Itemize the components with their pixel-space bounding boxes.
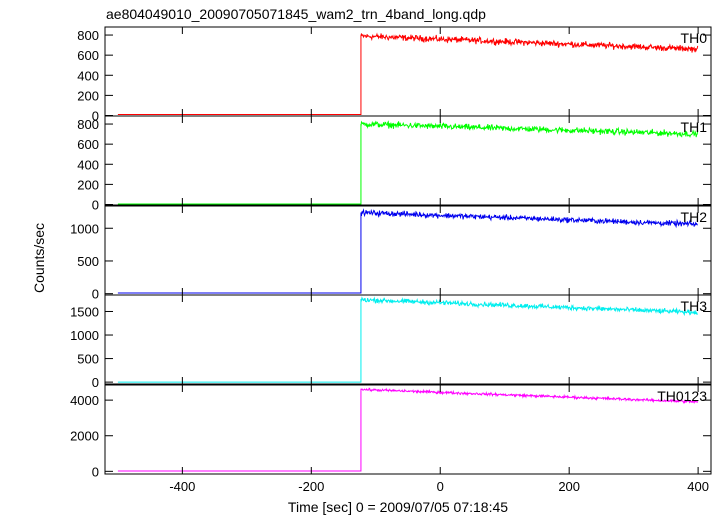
y-tick-label: 0 bbox=[92, 197, 99, 212]
panels-group: 0 200 400 600 800 TH0 0 200 400 600 800 TH1 0 500 1000… bbox=[70, 26, 712, 494]
y-tick-label: 200 bbox=[77, 177, 99, 192]
panel-th2: 0 500 1000 TH2 bbox=[70, 205, 712, 302]
panel-frame bbox=[104, 115, 712, 206]
y-tick-label: 400 bbox=[77, 68, 99, 83]
y-tick-label: 0 bbox=[92, 287, 99, 302]
series-label-th1: TH1 bbox=[681, 119, 708, 135]
y-tick-label: 1000 bbox=[70, 328, 99, 343]
y-tick-label: 800 bbox=[77, 28, 99, 43]
y-tick-label: 500 bbox=[77, 352, 99, 367]
y-tick-label: 500 bbox=[77, 254, 99, 269]
series-label-th0123: TH0123 bbox=[657, 388, 707, 404]
y-tick-label: 0 bbox=[92, 108, 99, 123]
x-tick-label: 400 bbox=[687, 479, 709, 494]
panel-frame bbox=[104, 384, 712, 475]
y-tick-label: 400 bbox=[77, 157, 99, 172]
x-axis-title: Time [sec] 0 = 2009/07/05 07:18:45 bbox=[288, 499, 508, 515]
y-tick-label: 0 bbox=[92, 464, 99, 479]
y-tick-label: 600 bbox=[77, 137, 99, 152]
y-tick-label: 600 bbox=[77, 48, 99, 63]
panel-th1: 0 200 400 600 800 TH1 bbox=[77, 115, 712, 212]
series-line-th3 bbox=[117, 296, 698, 383]
y-tick-label: 2000 bbox=[70, 429, 99, 444]
series-line-th0123 bbox=[117, 387, 699, 472]
y-tick-label: 0 bbox=[92, 375, 99, 390]
y-tick-label: 800 bbox=[77, 117, 99, 132]
y-tick-label: 4000 bbox=[70, 393, 99, 408]
chart-title: ae804049010_20090705071845_wam2_trn_4ban… bbox=[106, 6, 486, 22]
series-label-th3: TH3 bbox=[681, 298, 708, 314]
x-tick-label: -400 bbox=[169, 479, 195, 494]
y-tick-label: 200 bbox=[77, 88, 99, 103]
x-tick-label: 200 bbox=[558, 479, 580, 494]
series-line-th2 bbox=[117, 208, 698, 294]
panel-th3: 0 500 1000 1500 TH3 bbox=[70, 294, 712, 390]
x-tick-label: 0 bbox=[437, 479, 444, 494]
y-axis-title: Counts/sec bbox=[31, 223, 47, 293]
x-tick-label: -200 bbox=[298, 479, 324, 494]
y-tick-label: 1000 bbox=[70, 221, 99, 236]
panel-frame bbox=[104, 294, 712, 385]
series-line-th1 bbox=[117, 120, 699, 205]
series-line-th0 bbox=[117, 32, 699, 115]
panel-frame bbox=[104, 205, 712, 296]
y-tick-label: 1500 bbox=[70, 304, 99, 319]
panel-th0123: 0 2000 4000 TH0123 bbox=[70, 384, 712, 479]
series-label-th2: TH2 bbox=[681, 209, 708, 225]
panel-th0: 0 200 400 600 800 TH0 bbox=[77, 26, 712, 123]
series-label-th0: TH0 bbox=[681, 30, 708, 46]
